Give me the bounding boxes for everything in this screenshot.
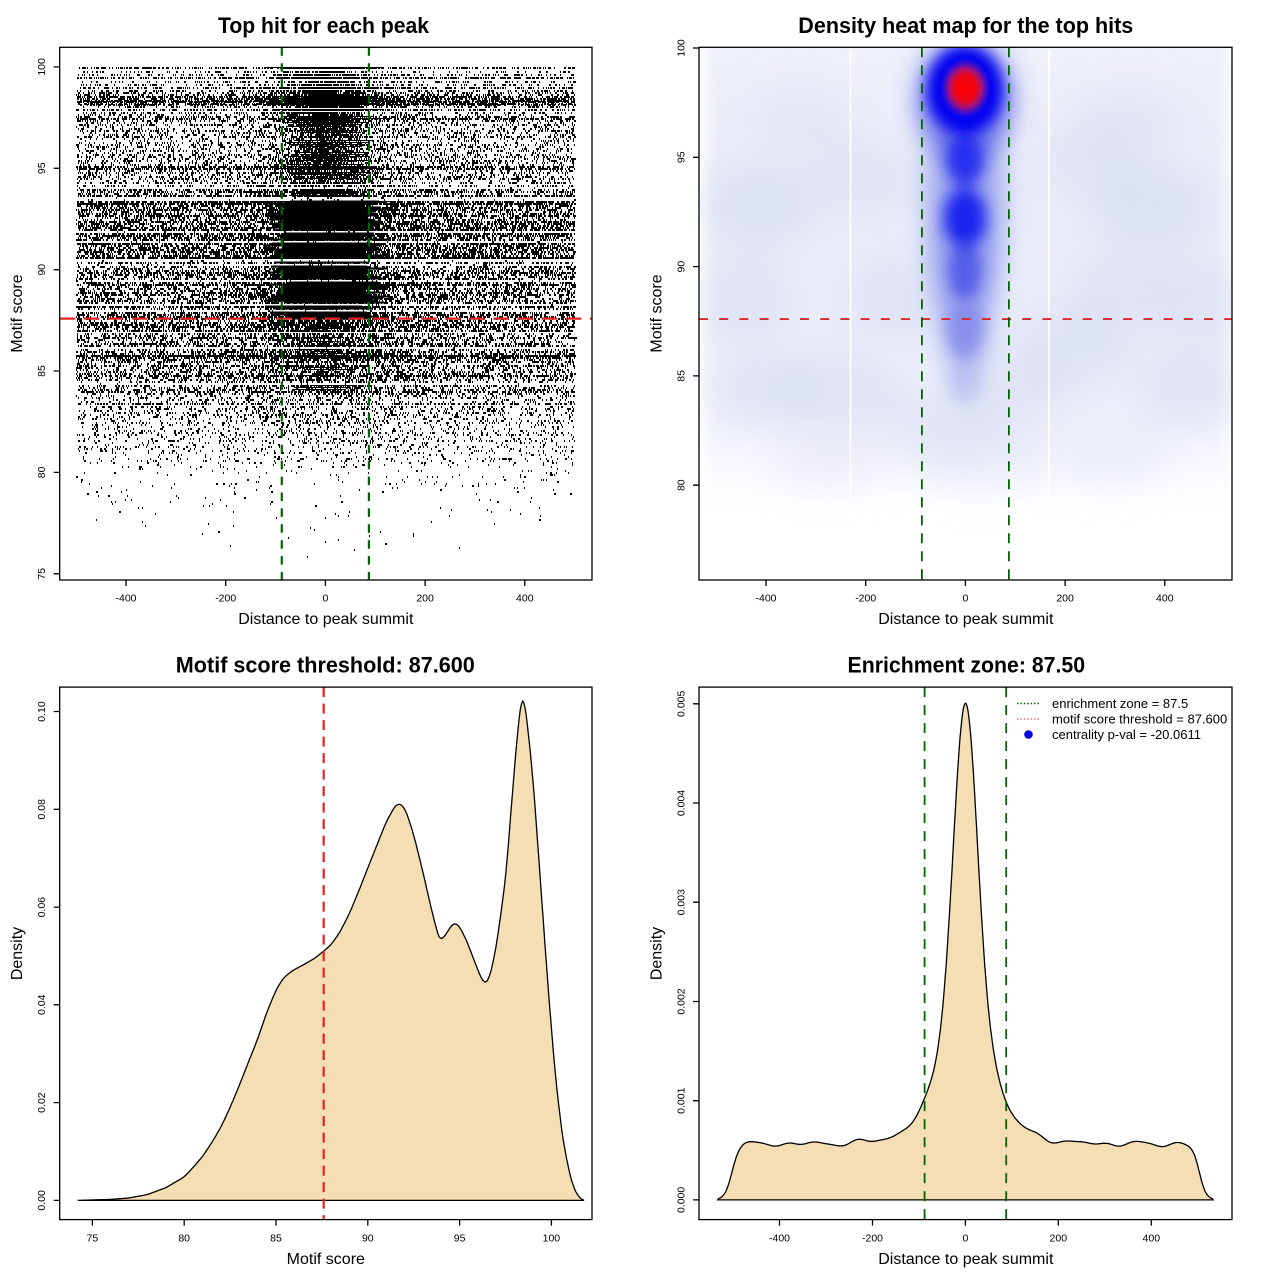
svg-text:Motif score threshold: 87.600: Motif score threshold: 87.600 (176, 653, 475, 678)
svg-text:-400: -400 (755, 593, 776, 605)
svg-text:0.04: 0.04 (36, 994, 48, 1015)
svg-text:0.10: 0.10 (36, 701, 48, 722)
svg-text:90: 90 (36, 264, 48, 276)
svg-text:100: 100 (543, 1233, 561, 1245)
svg-text:0.06: 0.06 (36, 897, 48, 918)
svg-text:200: 200 (416, 593, 434, 605)
svg-text:95: 95 (454, 1233, 466, 1245)
svg-text:-400: -400 (769, 1233, 790, 1245)
svg-text:-400: -400 (115, 593, 136, 605)
svg-text:-200: -200 (862, 1233, 883, 1245)
svg-text:75: 75 (36, 568, 48, 580)
svg-text:Distance to peak summit: Distance to peak summit (878, 1251, 1054, 1268)
svg-text:75: 75 (87, 1233, 99, 1245)
svg-text:Motif score: Motif score (9, 274, 26, 352)
svg-text:200: 200 (1056, 593, 1074, 605)
svg-text:100: 100 (36, 58, 48, 76)
svg-text:enrichment zone = 87.5: enrichment zone = 87.5 (1052, 696, 1188, 711)
svg-text:0: 0 (962, 1233, 968, 1245)
svg-text:0.005: 0.005 (675, 691, 687, 717)
svg-text:Top hit for each peak: Top hit for each peak (218, 13, 429, 38)
svg-text:95: 95 (675, 151, 687, 163)
svg-text:Enrichment zone: 87.50: Enrichment zone: 87.50 (848, 653, 1086, 678)
svg-text:90: 90 (675, 261, 687, 273)
svg-text:400: 400 (1143, 1233, 1161, 1245)
svg-text:0.002: 0.002 (675, 988, 687, 1014)
svg-text:0.003: 0.003 (675, 889, 687, 915)
svg-text:400: 400 (516, 593, 534, 605)
svg-text:Motif score: Motif score (649, 274, 666, 352)
svg-text:Distance to peak summit: Distance to peak summit (238, 611, 414, 628)
svg-text:80: 80 (675, 479, 687, 491)
svg-text:0.02: 0.02 (36, 1092, 48, 1113)
svg-text:centrality p-val = -20.0611: centrality p-val = -20.0611 (1052, 727, 1201, 742)
svg-text:85: 85 (675, 370, 687, 382)
svg-text:0: 0 (322, 593, 328, 605)
svg-text:0: 0 (962, 593, 968, 605)
svg-text:motif score threshold = 87.600: motif score threshold = 87.600 (1052, 712, 1227, 727)
svg-text:0.08: 0.08 (36, 799, 48, 820)
svg-text:400: 400 (1156, 593, 1174, 605)
svg-text:90: 90 (362, 1233, 374, 1245)
svg-text:Density: Density (649, 927, 666, 980)
svg-text:Density heat map for the top h: Density heat map for the top hits (798, 13, 1133, 38)
svg-text:95: 95 (36, 162, 48, 174)
svg-text:80: 80 (36, 466, 48, 478)
svg-text:85: 85 (270, 1233, 282, 1245)
svg-text:Motif score: Motif score (287, 1251, 365, 1268)
svg-text:0.001: 0.001 (675, 1087, 687, 1113)
svg-text:-200: -200 (215, 593, 236, 605)
svg-text:100: 100 (675, 39, 687, 57)
svg-text:Distance to peak summit: Distance to peak summit (878, 611, 1054, 628)
svg-text:-200: -200 (855, 593, 876, 605)
svg-text:0.004: 0.004 (675, 790, 687, 816)
svg-text:80: 80 (178, 1233, 190, 1245)
svg-text:Density: Density (9, 927, 26, 980)
svg-text:200: 200 (1050, 1233, 1068, 1245)
svg-text:0.00: 0.00 (36, 1190, 48, 1211)
svg-text:85: 85 (36, 365, 48, 377)
svg-text:0.000: 0.000 (675, 1187, 687, 1213)
